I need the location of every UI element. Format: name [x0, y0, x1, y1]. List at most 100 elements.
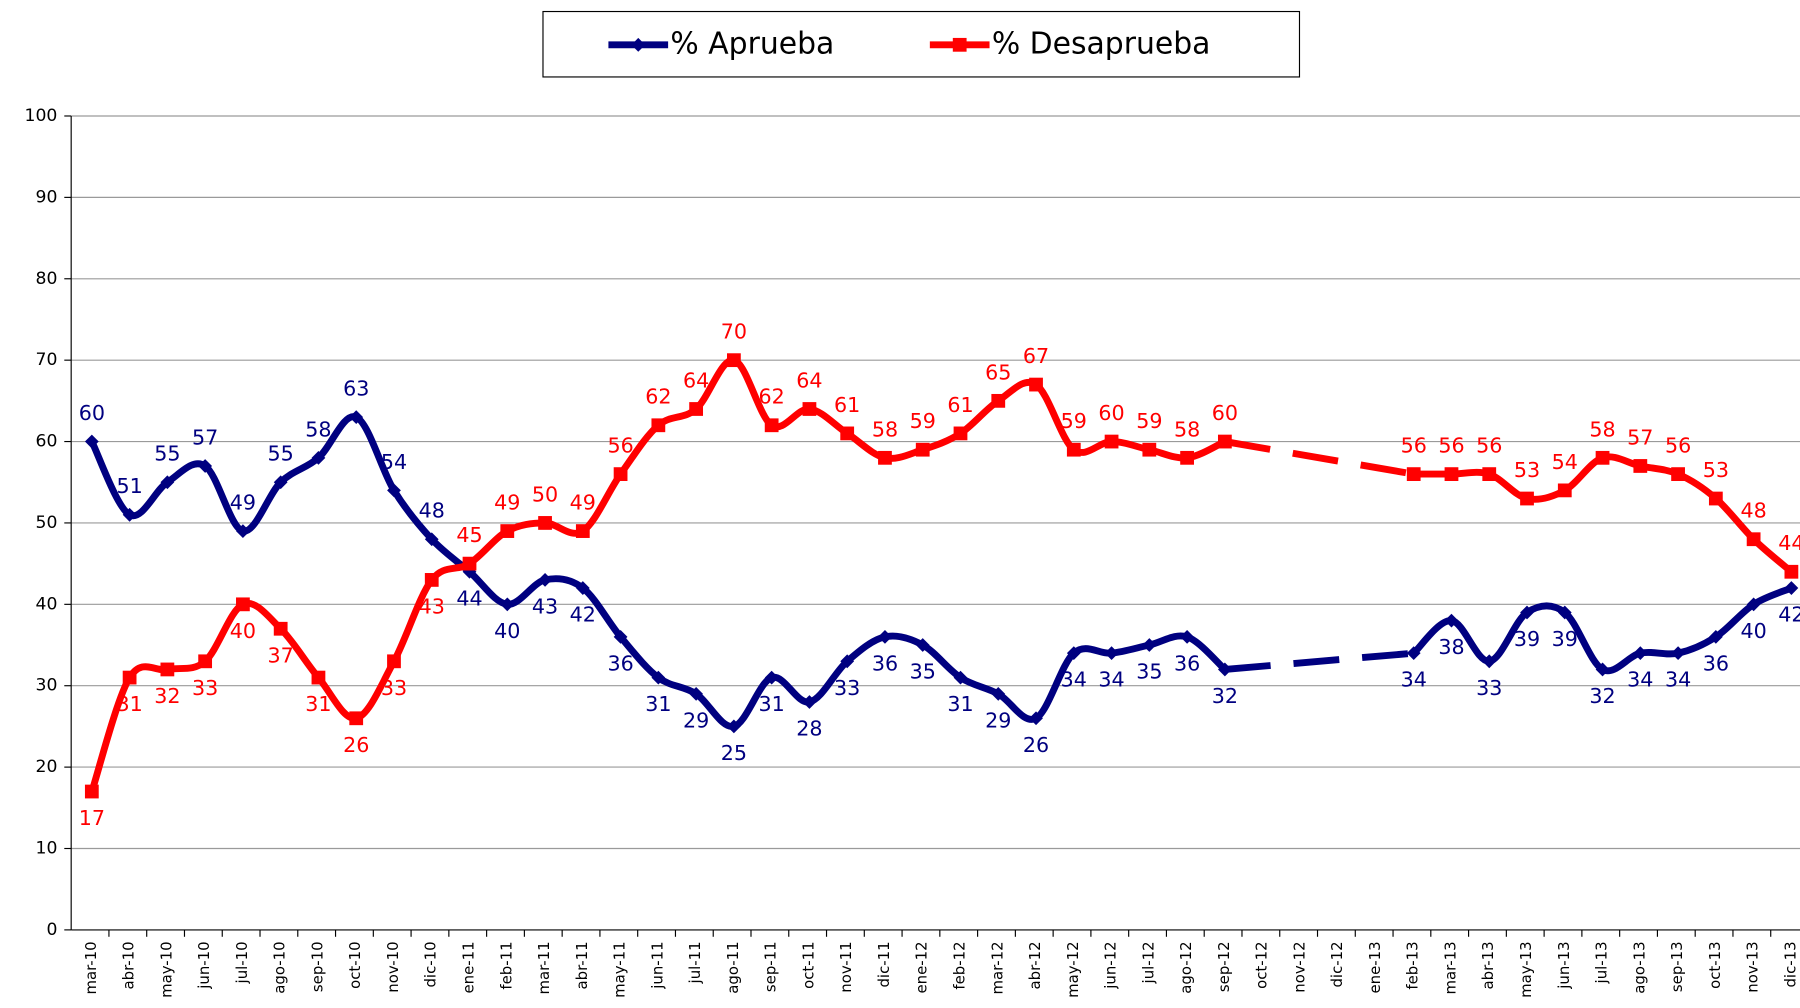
marker [311, 450, 326, 465]
y-tick-label: 30 [36, 676, 58, 696]
data-label: 54 [1552, 450, 1578, 474]
marker [1520, 491, 1534, 506]
marker [273, 621, 288, 636]
data-label: 31 [116, 692, 142, 716]
y-tick-label: 50 [36, 513, 58, 533]
data-label: 32 [1589, 684, 1615, 708]
data-label: 33 [1476, 676, 1502, 700]
marker [1633, 459, 1648, 473]
x-tick-label: dic-12 [1328, 941, 1346, 987]
marker [575, 524, 590, 538]
x-tick-label: jun-12 [1102, 941, 1120, 989]
x-tick-label: ago-11 [724, 941, 742, 993]
x-tick-label: mar-12 [988, 941, 1006, 994]
x-tick-label: oct-11 [799, 941, 817, 989]
marker [311, 670, 326, 685]
marker [538, 516, 552, 530]
x-tick-label: oct-12 [1253, 941, 1271, 989]
data-label: 56 [607, 434, 633, 458]
marker [991, 686, 1006, 701]
data-label: 57 [192, 425, 218, 449]
x-tick-label: jul-11 [686, 941, 704, 984]
data-label: 34 [1401, 668, 1427, 692]
x-tick-label: feb-11 [497, 941, 515, 989]
x-tick-label: may-12 [1064, 941, 1082, 998]
y-tick-label: 80 [36, 269, 58, 289]
x-tick-label: oct-13 [1706, 941, 1724, 989]
marker [575, 581, 590, 595]
data-label: 36 [607, 651, 633, 675]
marker [1104, 646, 1119, 661]
marker [1180, 450, 1194, 465]
marker [538, 573, 552, 587]
y-tick-label: 60 [36, 432, 58, 452]
data-label: 48 [1740, 499, 1766, 523]
marker [84, 434, 99, 449]
data-label: 57 [1627, 425, 1653, 449]
data-label: 34 [1098, 668, 1124, 692]
marker [387, 483, 401, 498]
data-label: 36 [1174, 651, 1200, 675]
data-label: 60 [1212, 401, 1238, 425]
data-label: 49 [494, 491, 520, 515]
data-label: 34 [1061, 668, 1087, 692]
series-line [1413, 453, 1794, 575]
x-tick-label: feb-13 [1404, 941, 1422, 989]
marker [387, 654, 401, 669]
x-tick-label: dic-13 [1781, 941, 1799, 987]
marker [764, 418, 779, 433]
y-tick-label: 0 [46, 920, 57, 940]
gap-connector [1224, 649, 1415, 673]
data-label: 43 [419, 594, 445, 618]
marker [1784, 564, 1799, 579]
marker [160, 662, 175, 677]
marker [953, 426, 968, 441]
data-label: 37 [268, 643, 294, 667]
marker [689, 402, 704, 416]
data-label: 35 [910, 660, 936, 684]
marker [462, 556, 477, 571]
x-tick-label: dic-10 [422, 941, 440, 987]
marker [122, 670, 137, 685]
data-label: 25 [721, 741, 747, 765]
marker [840, 426, 855, 441]
marker [500, 597, 515, 612]
data-label: 55 [154, 442, 180, 466]
data-label: 50 [532, 482, 558, 506]
marker [1595, 450, 1610, 465]
marker [915, 442, 930, 457]
data-label: 70 [721, 320, 747, 344]
x-tick-label: jun-13 [1555, 941, 1573, 989]
y-tick-label: 20 [36, 757, 58, 777]
data-label: 28 [796, 717, 822, 741]
data-label: 33 [381, 676, 407, 700]
marker [1784, 581, 1799, 595]
marker [1444, 467, 1459, 481]
x-tick-label: sep-12 [1215, 941, 1233, 992]
data-label: 32 [1212, 684, 1238, 708]
x-tick-label: mar-11 [535, 941, 553, 994]
data-label: 48 [419, 499, 445, 523]
data-label: 56 [1665, 434, 1691, 458]
data-label: 43 [532, 594, 558, 618]
marker [613, 467, 628, 481]
x-tick-label: jul-13 [1593, 941, 1611, 984]
x-tick-label: oct-10 [346, 941, 364, 989]
x-tick-label: may-10 [157, 941, 175, 998]
marker [1029, 377, 1043, 392]
data-label: 56 [1401, 434, 1427, 458]
marker [198, 654, 213, 669]
x-tick-label: abr-10 [120, 941, 138, 989]
data-label: 29 [683, 708, 709, 732]
x-tick-label: may-11 [611, 941, 629, 998]
data-label: 49 [570, 491, 596, 515]
x-tick-label: feb-12 [950, 941, 968, 989]
data-label: 53 [1703, 458, 1729, 482]
data-label: 61 [834, 393, 860, 417]
data-label: 33 [192, 676, 218, 700]
marker [273, 475, 288, 490]
data-label: 33 [834, 676, 860, 700]
data-label: 36 [872, 651, 898, 675]
marker [991, 393, 1006, 408]
